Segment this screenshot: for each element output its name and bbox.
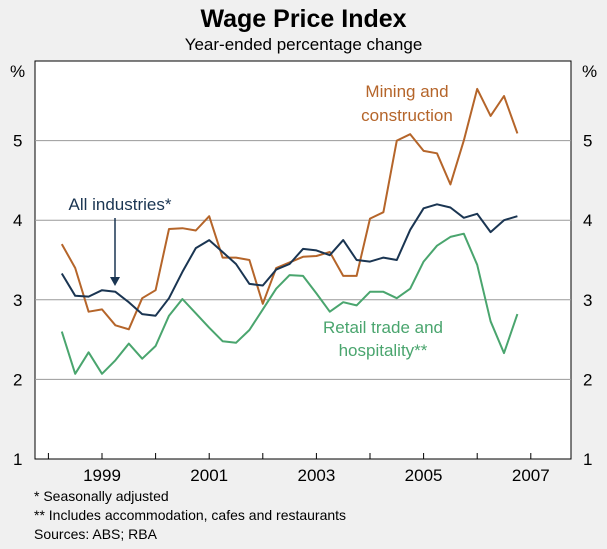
plot-area (34, 60, 572, 460)
y-tick-right-2: 2 (583, 370, 592, 389)
x-tick-label-2001: 2001 (190, 466, 228, 485)
y-tick-left-3: 3 (13, 291, 22, 310)
x-tick-label-1999: 1999 (83, 466, 121, 485)
series-all-industries (60, 203, 518, 317)
x-tick-label-2007: 2007 (512, 466, 550, 485)
mining-label-line1: Mining and (365, 82, 448, 101)
series-retail-hospitality (60, 232, 519, 375)
chart-title: Wage Price Index (200, 5, 406, 33)
series-lines (60, 87, 519, 375)
all-industries-label: All industries* (69, 195, 172, 214)
y-tick-right-1: 1 (583, 450, 592, 469)
footnote-includes: ** Includes accommodation, cafes and res… (34, 507, 347, 523)
x-ticks (47, 453, 532, 459)
x-tick-label-2005: 2005 (405, 466, 443, 485)
y-tick-left-1: 1 (13, 450, 22, 469)
y-tick-left-5: 5 (13, 132, 22, 151)
mining-label-line2: construction (361, 106, 453, 125)
y-unit-right: % (582, 62, 597, 81)
chart-subtitle: Year-ended percentage change (185, 35, 423, 54)
y-tick-right-4: 4 (583, 211, 592, 230)
footnote-seasonal: * Seasonally adjusted (34, 488, 169, 504)
footnotes: * Seasonally adjusted ** Includes accomm… (34, 487, 346, 544)
series-mining-construction (60, 87, 519, 331)
y-tick-left-2: 2 (13, 370, 22, 389)
y-tick-left-4: 4 (13, 211, 22, 230)
x-tick-label-2003: 2003 (297, 466, 335, 485)
all-industries-arrow-head (110, 277, 120, 286)
retail-label-line2: hospitality** (339, 341, 428, 360)
y-unit-left: % (10, 62, 25, 81)
y-tick-right-5: 5 (583, 132, 592, 151)
footnote-sources: Sources: ABS; RBA (34, 526, 157, 542)
retail-label-line1: Retail trade and (323, 318, 443, 337)
y-tick-right-3: 3 (583, 291, 592, 310)
